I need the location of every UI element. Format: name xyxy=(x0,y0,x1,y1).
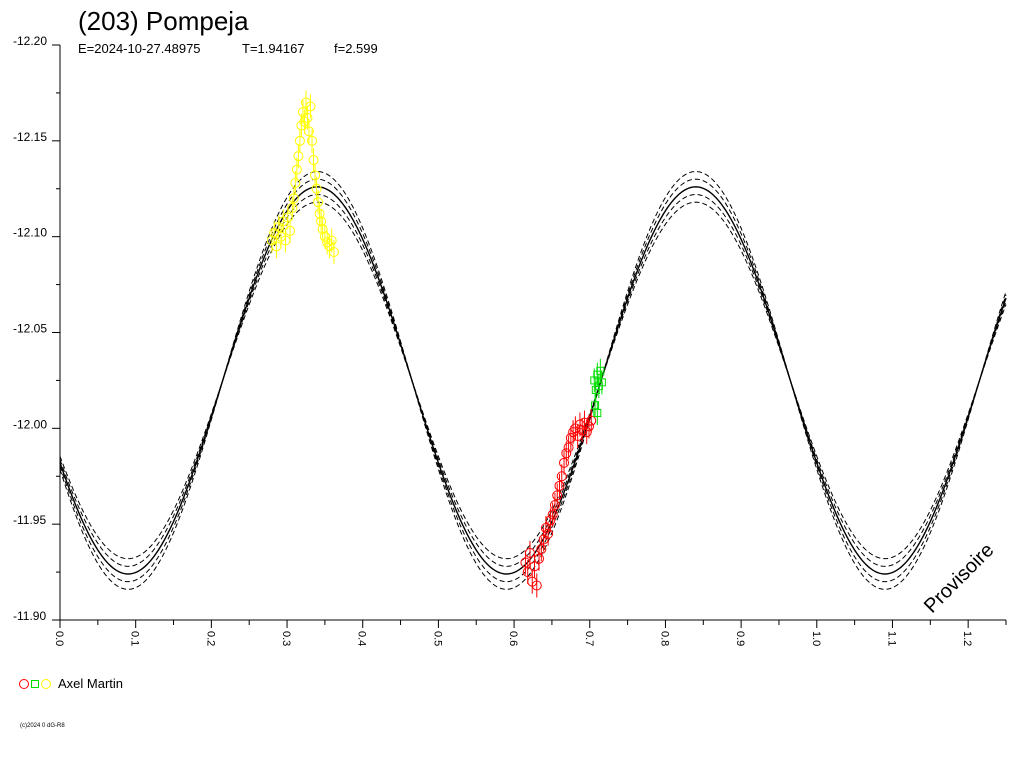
data-point xyxy=(307,135,318,146)
chart-title: (203) Pompeja xyxy=(78,6,249,36)
data-point xyxy=(543,528,554,539)
copyright-text: (c)2024 0 dG-R8 xyxy=(20,723,65,729)
data-point xyxy=(547,509,558,520)
axes: -12.20 -12.15 -12.10 -12.05 -12.00 -11.95 -11.… xyxy=(13,34,1007,646)
data-point xyxy=(584,421,595,432)
data-point xyxy=(285,225,296,236)
series-1 xyxy=(520,408,597,598)
y-tick-label: -12.10 xyxy=(13,226,47,240)
x-tick-label: 0.6 xyxy=(507,631,519,646)
data-point xyxy=(308,155,319,165)
y-tick-label: -11.90 xyxy=(13,609,46,623)
epoch-label: E=2024-10-27.48975 xyxy=(78,41,201,56)
data-point xyxy=(554,480,565,491)
data-point xyxy=(328,247,339,257)
x-tick-label: 0.5 xyxy=(431,631,443,646)
y-tick-label: -12.20 xyxy=(13,34,47,48)
series-2 xyxy=(590,358,606,425)
y-tick-label: -12.05 xyxy=(13,322,47,336)
data-point xyxy=(326,235,337,246)
data-point xyxy=(302,112,313,123)
legend-marker xyxy=(19,679,29,689)
data-point xyxy=(534,553,545,564)
data-point xyxy=(291,164,302,175)
model-curve-dashed xyxy=(59,170,1007,590)
data-point xyxy=(556,471,567,482)
x-tick-label: 1.1 xyxy=(885,631,897,646)
legend-marker xyxy=(41,679,51,689)
period-label: T=1.94167 xyxy=(242,41,305,56)
legend: Axel Martin xyxy=(19,676,123,691)
data-point xyxy=(524,547,535,558)
data-point xyxy=(314,208,325,219)
data-point xyxy=(591,401,600,410)
model-curve-dashed xyxy=(59,193,1007,567)
legend-markers xyxy=(19,679,51,689)
data-point xyxy=(293,151,304,162)
x-tick-label: 0.9 xyxy=(734,631,746,646)
data-point xyxy=(311,183,322,194)
data-point xyxy=(545,515,556,526)
frequency-label: f=2.599 xyxy=(334,41,378,56)
data-point xyxy=(294,135,305,146)
data-point xyxy=(290,178,301,188)
x-tick-label: 0.4 xyxy=(356,631,368,646)
x-tick-label: 0.7 xyxy=(583,631,595,646)
y-tick-label: -12.15 xyxy=(13,130,47,144)
x-tick-label: 0.1 xyxy=(129,631,141,646)
x-tick-label: 0.8 xyxy=(658,631,670,646)
data-point xyxy=(316,216,327,227)
data-point xyxy=(559,457,570,468)
model-curve-dashed xyxy=(59,201,1007,560)
model-curve-dashed xyxy=(59,178,1007,583)
data-point xyxy=(310,170,321,181)
legend-observer: Axel Martin xyxy=(58,676,123,691)
x-tick-label: 1.0 xyxy=(810,631,822,646)
data-point xyxy=(531,580,542,591)
model-curve-mean xyxy=(59,186,1007,575)
data-points xyxy=(266,90,606,598)
model-curves xyxy=(59,170,1007,590)
y-tick-label: -12.00 xyxy=(13,417,47,431)
data-point xyxy=(317,224,328,234)
data-point xyxy=(303,126,314,137)
legend-marker xyxy=(31,680,39,688)
data-point xyxy=(549,500,560,510)
data-point xyxy=(593,409,602,417)
data-point xyxy=(536,544,547,555)
data-point xyxy=(563,442,574,453)
provisional-watermark: Provisoire xyxy=(920,539,998,617)
series-0 xyxy=(266,90,339,264)
x-tick-label: 0.3 xyxy=(280,631,292,646)
data-point xyxy=(288,193,299,204)
y-tick-label: -11.95 xyxy=(13,513,46,527)
data-point xyxy=(586,415,597,426)
data-point xyxy=(287,202,298,213)
data-point xyxy=(597,378,606,387)
data-point xyxy=(552,490,563,501)
x-tick-label: 1.2 xyxy=(961,631,973,646)
data-point xyxy=(313,197,324,208)
x-tick-label: 0.2 xyxy=(204,631,216,646)
data-point xyxy=(596,366,605,375)
data-point xyxy=(561,448,572,459)
x-tick-label: 0.0 xyxy=(53,631,65,646)
data-point xyxy=(305,101,316,112)
